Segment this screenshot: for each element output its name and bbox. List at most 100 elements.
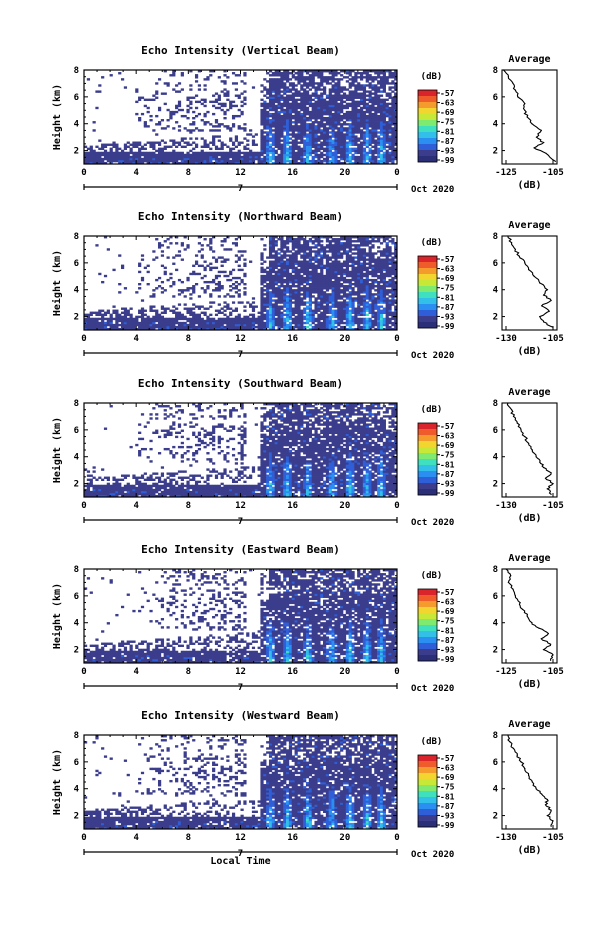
heatmap-cell	[371, 324, 374, 326]
heatmap-cell	[255, 133, 258, 135]
heatmap-cell	[360, 99, 363, 101]
heatmap-cell	[115, 324, 118, 326]
heatmap-cell	[124, 160, 127, 162]
heatmap-cell	[306, 326, 309, 328]
heatmap-cell	[275, 123, 278, 125]
heatmap-cell	[226, 275, 229, 277]
heatmap-cell	[277, 324, 280, 326]
heatmap-cell	[312, 137, 315, 139]
heatmap-cell	[334, 123, 337, 125]
heatmap-cell	[303, 121, 306, 123]
heatmap-cell	[386, 82, 389, 84]
heatmap-cell	[266, 295, 269, 297]
heatmap-cell	[292, 308, 295, 310]
heatmap-cell	[275, 101, 278, 103]
heatmap-cell	[292, 84, 295, 86]
heatmap-cell	[286, 123, 289, 125]
heatmap-cell	[110, 152, 113, 154]
heatmap-cell	[320, 277, 323, 279]
heatmap-cell	[289, 160, 292, 162]
heatmap-cell	[360, 86, 363, 88]
heatmap-cell	[320, 263, 323, 265]
heatmap-cell	[391, 160, 394, 162]
heatmap-cell	[317, 242, 320, 244]
heatmap-cell	[320, 115, 323, 117]
heatmap-cell	[121, 267, 124, 269]
heatmap-cell	[295, 111, 298, 113]
heatmap-cell	[326, 158, 329, 160]
heatmap-cell	[295, 115, 298, 117]
heatmap-cell	[329, 148, 332, 150]
heatmap-cell	[95, 314, 98, 316]
heatmap-cell	[138, 152, 141, 154]
heatmap-cell	[215, 261, 218, 263]
heatmap-cell	[112, 144, 115, 146]
heatmap-cell	[360, 285, 363, 287]
heatmap-cell	[320, 285, 323, 287]
heatmap-cell	[388, 107, 391, 109]
heatmap-cell	[238, 109, 241, 111]
heatmap-cell	[363, 303, 366, 305]
heatmap-cell	[243, 156, 246, 158]
heatmap-cell	[209, 269, 212, 271]
heatmap-cell	[269, 314, 272, 316]
heatmap-cell	[226, 146, 229, 148]
heatmap-cell	[320, 275, 323, 277]
heatmap-cell	[215, 324, 218, 326]
heatmap-cell	[388, 137, 391, 139]
heatmap-cell	[314, 289, 317, 291]
heatmap-cell	[209, 242, 212, 244]
heatmap-cell	[266, 154, 269, 156]
heatmap-cell	[343, 101, 346, 103]
heatmap-cell	[223, 275, 226, 277]
heatmap-cell	[252, 308, 255, 310]
heatmap-cell	[303, 295, 306, 297]
colorbar-swatch	[418, 150, 437, 156]
heatmap-cell	[300, 267, 303, 269]
heatmap-cell	[155, 320, 158, 322]
heatmap-cell	[198, 160, 201, 162]
heatmap-cell	[349, 117, 352, 119]
heatmap-cell	[363, 279, 366, 281]
heatmap-cell	[263, 277, 266, 279]
heatmap-cell	[346, 322, 349, 324]
heatmap-cell	[266, 285, 269, 287]
heatmap-cell	[386, 113, 389, 115]
heatmap-cell	[329, 137, 332, 139]
heatmap-cell	[312, 109, 315, 111]
heatmap-cell	[383, 139, 386, 141]
heatmap-cell	[357, 326, 360, 328]
heatmap-cell	[192, 322, 195, 324]
heatmap-cell	[360, 291, 363, 293]
heatmap-cell	[283, 299, 286, 301]
heatmap-cell	[314, 150, 317, 152]
heatmap-cell	[363, 248, 366, 250]
heatmap-cell	[320, 152, 323, 154]
heatmap-cell	[149, 158, 152, 160]
heatmap-cell	[127, 318, 130, 320]
heatmap-cell	[198, 129, 201, 131]
heatmap-cell	[189, 84, 192, 86]
heatmap-cell	[346, 117, 349, 119]
heatmap-cell	[277, 154, 280, 156]
heatmap-cell	[269, 115, 272, 117]
heatmap-cell	[167, 324, 170, 326]
heatmap-cell	[269, 86, 272, 88]
heatmap-cell	[269, 250, 272, 252]
heatmap-cell	[98, 90, 101, 92]
heatmap-cell	[286, 109, 289, 111]
heatmap-cell	[209, 281, 212, 283]
heatmap-cell	[209, 240, 212, 242]
heatmap-cell	[272, 263, 275, 265]
heatmap-cell	[295, 160, 298, 162]
heatmap-cell	[371, 314, 374, 316]
heatmap-cell	[260, 289, 263, 291]
heatmap-cell	[246, 156, 249, 158]
heatmap-cell	[229, 308, 232, 310]
heatmap-cell	[232, 269, 235, 271]
heatmap-cell	[246, 144, 249, 146]
heatmap-cell	[303, 158, 306, 160]
heatmap-cell	[303, 129, 306, 131]
heatmap-cell	[349, 111, 352, 113]
heatmap-cell	[360, 148, 363, 150]
